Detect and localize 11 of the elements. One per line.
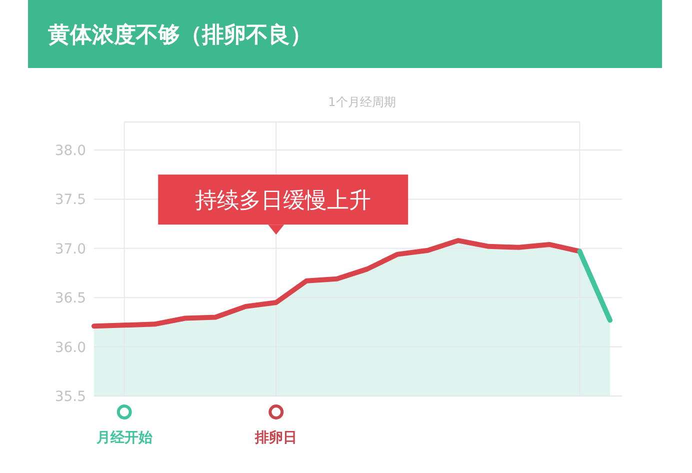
y-tick-label: 37.0 bbox=[54, 241, 86, 258]
annotation: 持续多日缓慢上升 bbox=[195, 188, 372, 214]
y-tick-label: 38.0 bbox=[54, 143, 86, 159]
chart-subtitle: 1个月经周期 bbox=[328, 95, 396, 109]
y-tick-label: 36.0 bbox=[54, 340, 86, 356]
y-tick-label: 36.5 bbox=[54, 290, 86, 307]
x-tick-label: 月经开始 bbox=[95, 430, 154, 446]
x-tick-label: 排卵日 bbox=[254, 430, 298, 446]
chart-title: 黄体浓度不够（排卵不良） bbox=[47, 22, 312, 48]
y-tick-label: 37.5 bbox=[54, 192, 86, 208]
y-tick-label: 35.5 bbox=[54, 389, 86, 405]
